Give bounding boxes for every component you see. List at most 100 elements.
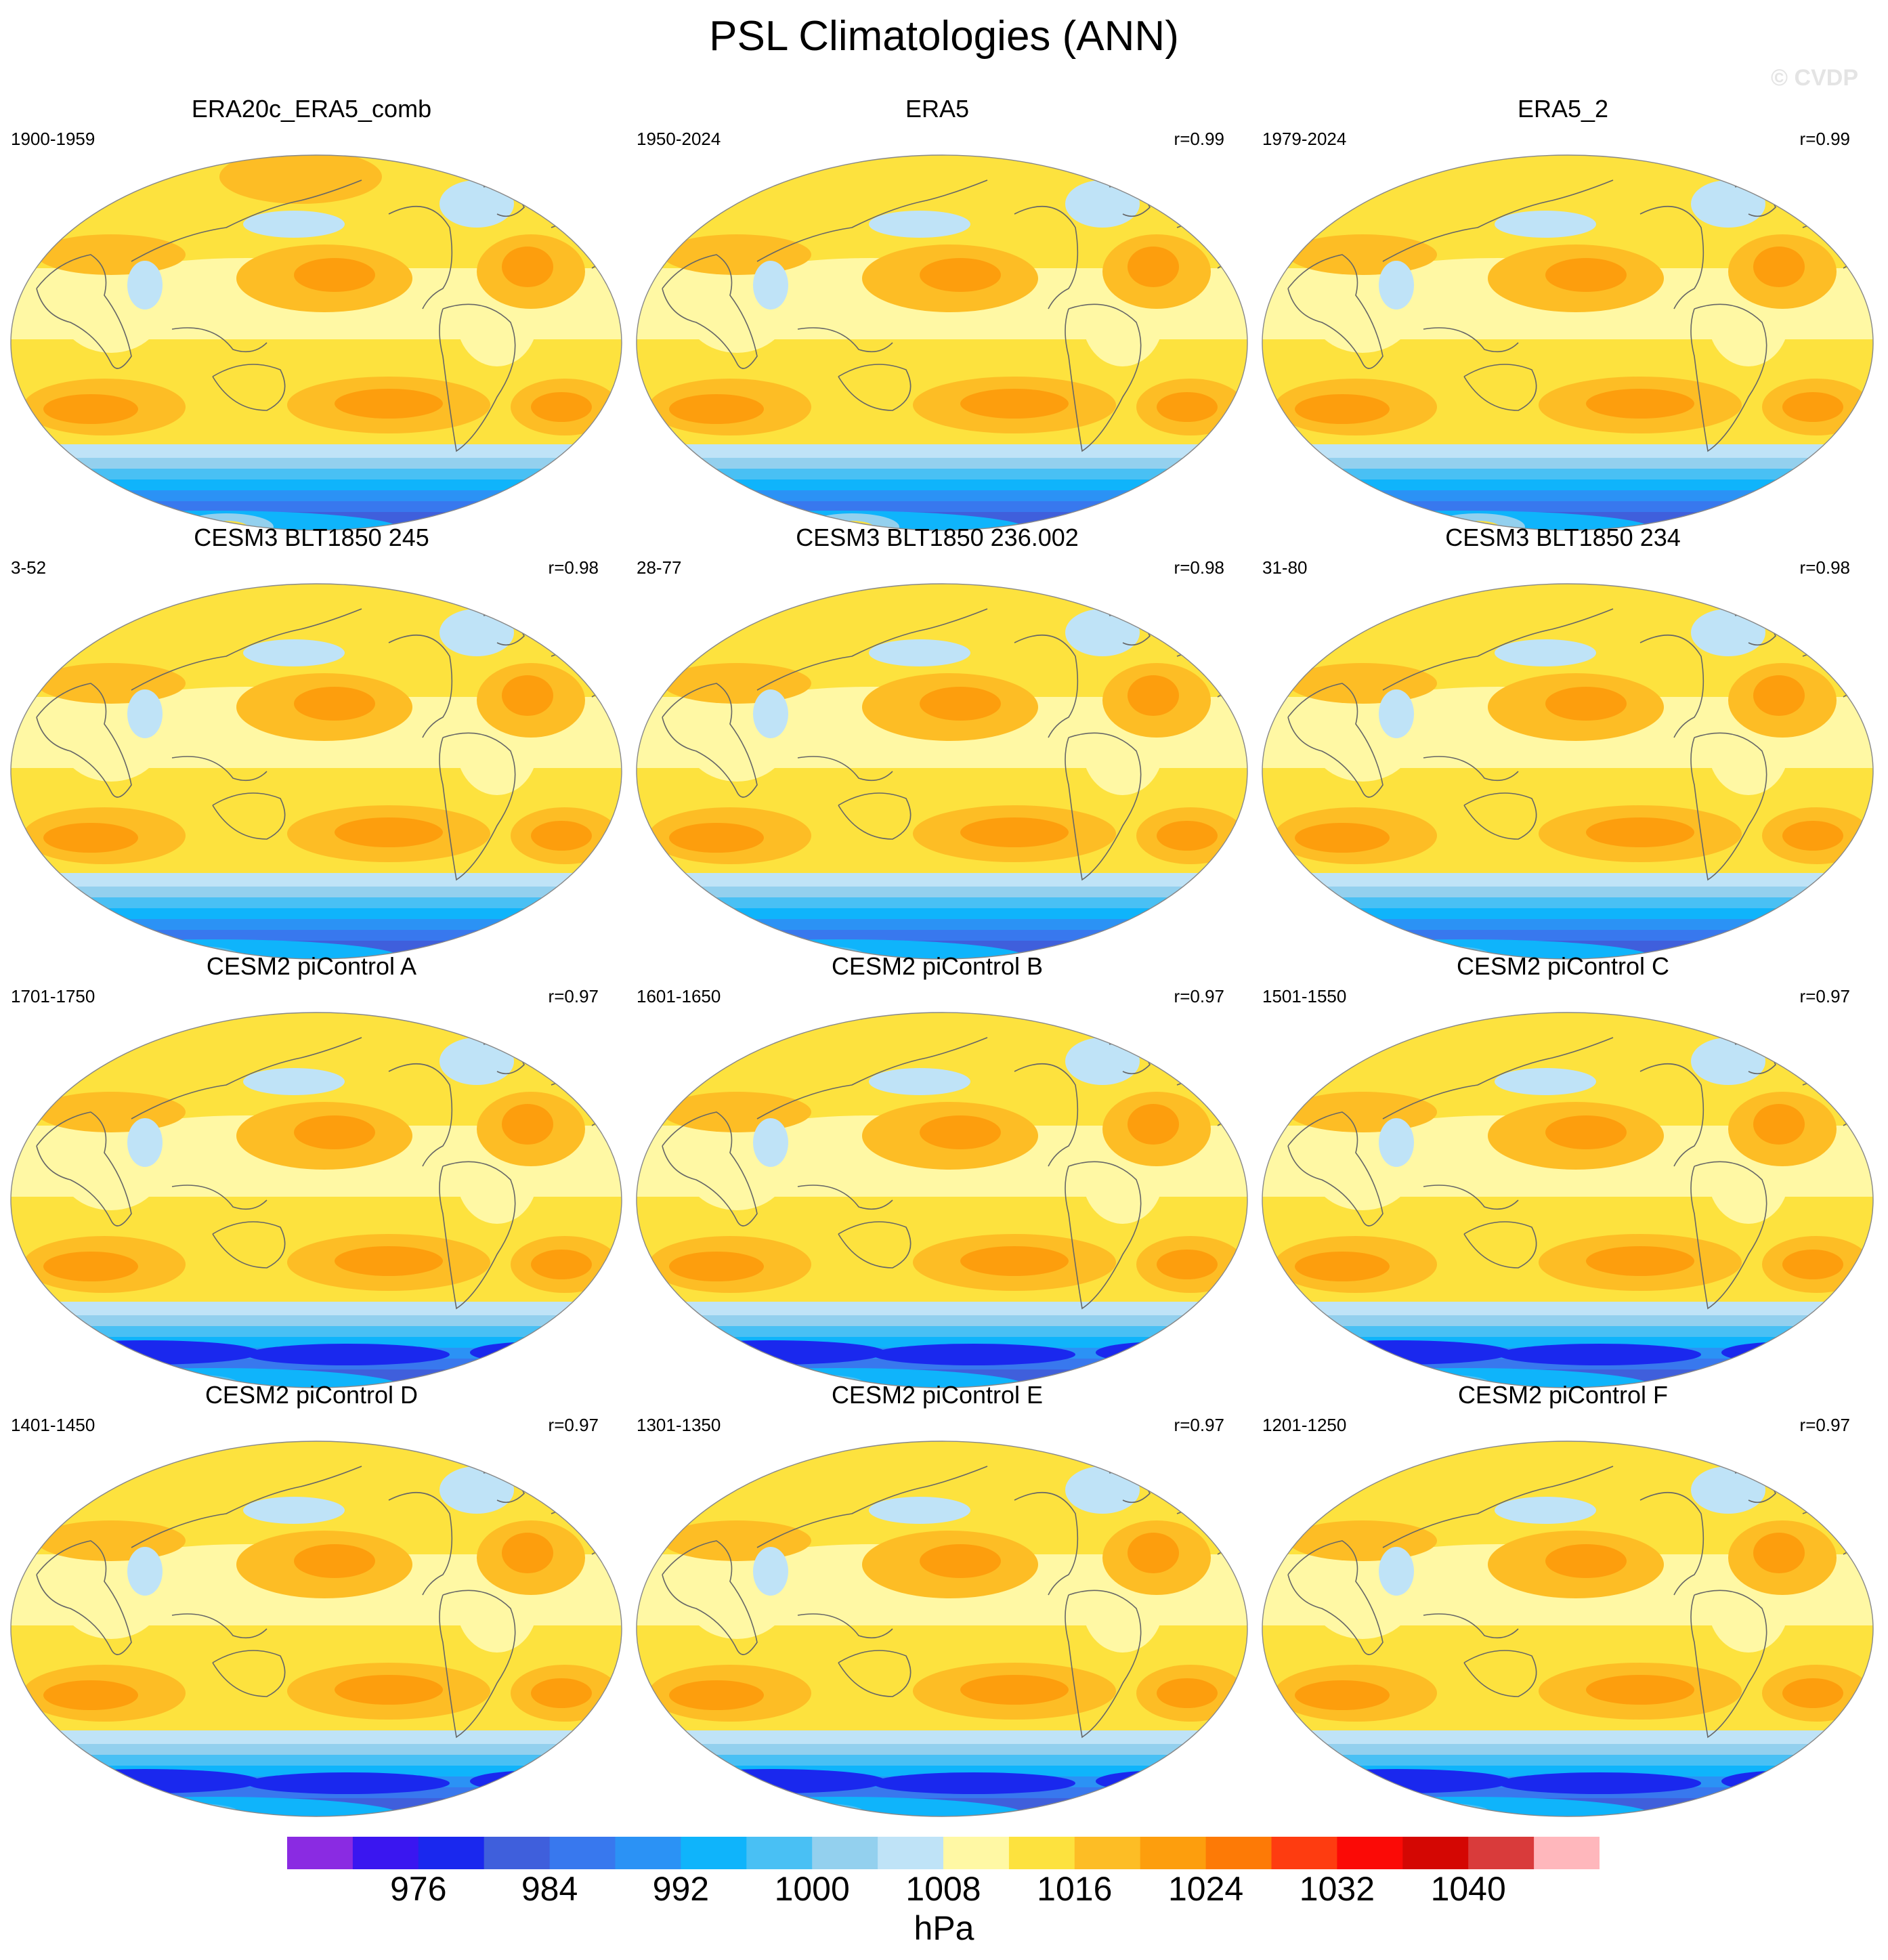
coastlines bbox=[1287, 179, 1858, 452]
field-1020-1024-south-indian bbox=[1295, 1252, 1390, 1281]
coastline-2 bbox=[797, 1613, 893, 1639]
field-southern-trough-0 bbox=[685, 873, 1199, 887]
colorbar-tick-label: 1016 bbox=[1037, 1870, 1113, 1908]
field-1020-1024-north-atlantic bbox=[1128, 675, 1179, 716]
map-panel: ERA5 1950-2024 r=0.99 bbox=[626, 95, 1249, 531]
field-1020-1024-north-atlantic bbox=[1753, 675, 1805, 716]
coastline-4 bbox=[1639, 1063, 1704, 1167]
field-1020-1024-south-indian bbox=[1295, 394, 1390, 424]
field-southern-trough-5 bbox=[1404, 930, 1732, 941]
coastline-0 bbox=[662, 254, 758, 369]
panel-title: CESM3 BLT1850 236.002 bbox=[796, 524, 1079, 551]
map-outline bbox=[1262, 1012, 1874, 1388]
field-deep-low-west bbox=[1281, 1769, 1511, 1793]
coastline-2 bbox=[171, 1185, 267, 1210]
field-1004-1008-aleutian bbox=[1495, 1068, 1596, 1095]
psl-map bbox=[9, 153, 623, 532]
field-southern-trough-2 bbox=[89, 1326, 543, 1337]
field-1004-1008-aleutian bbox=[869, 1068, 970, 1095]
psl-map bbox=[1261, 1010, 1874, 1390]
panel-title: CESM2 piControl E bbox=[831, 1381, 1044, 1409]
panel-title: CESM2 piControl B bbox=[831, 952, 1044, 980]
coastline-0 bbox=[1287, 1111, 1383, 1227]
psl-map-svg bbox=[636, 154, 1248, 531]
coastline-1 bbox=[1382, 1037, 1614, 1120]
colorbar-swatch bbox=[1337, 1837, 1403, 1869]
field-1004-1008-icelandic bbox=[439, 609, 514, 656]
psl-map-svg bbox=[1262, 583, 1874, 960]
panel-period: 1900-1959 bbox=[11, 129, 95, 149]
field-1020-1024-south-pacific bbox=[1586, 1675, 1694, 1705]
field-southern-trough-5 bbox=[778, 501, 1106, 512]
map-panel: CESM2 piControl C 1501-1550 r=0.97 bbox=[1251, 952, 1874, 1388]
field-1020-1024-north-pacific bbox=[294, 687, 375, 721]
coastline-5 bbox=[1065, 732, 1142, 881]
field-1016-1020-siberia bbox=[37, 234, 186, 275]
field-1020-1024-north-pacific bbox=[1545, 258, 1627, 292]
coastline-1 bbox=[131, 608, 362, 691]
panel-title: CESM2 piControl F bbox=[1457, 1381, 1669, 1409]
field-1020-1024-north-atlantic bbox=[1753, 247, 1805, 287]
field-1016-1020-siberia bbox=[662, 1520, 811, 1561]
coastline-4 bbox=[388, 1491, 453, 1596]
colorbar-swatch bbox=[287, 1837, 353, 1869]
field-1004-1008-south-asia bbox=[127, 689, 163, 738]
coastlines bbox=[662, 1466, 1232, 1739]
field-southern-trough-0 bbox=[1310, 1730, 1825, 1744]
coastline-0 bbox=[662, 683, 758, 798]
panel-correlation: r=0.97 bbox=[1174, 986, 1224, 1006]
map-panel: CESM2 piControl A 1701-1750 r=0.97 bbox=[0, 952, 623, 1388]
field-1020-1024-south-atlantic bbox=[1157, 392, 1218, 422]
field-1004-1008-south-asia bbox=[127, 1118, 163, 1167]
psl-map-svg bbox=[10, 583, 622, 960]
field-southern-trough-2 bbox=[715, 897, 1169, 908]
field-1016-1020-siberia bbox=[1288, 663, 1437, 704]
map-outline bbox=[10, 583, 622, 960]
colorbar-swatch bbox=[1534, 1837, 1600, 1869]
field-deep-low-central bbox=[1498, 1344, 1701, 1365]
colorbar-swatch bbox=[812, 1837, 878, 1869]
field-southern-trough-2 bbox=[89, 469, 543, 480]
field-1020-1024-south-pacific bbox=[335, 1675, 443, 1705]
field-1004-1008-icelandic bbox=[1065, 180, 1140, 228]
panel-correlation: r=0.98 bbox=[548, 557, 599, 578]
map-panel: ERA5_2 1979-2024 r=0.99 bbox=[1251, 95, 1874, 531]
field-1020-1024-south-atlantic bbox=[1782, 1250, 1843, 1279]
map-outline bbox=[10, 1012, 622, 1388]
field-southern-trough-5 bbox=[1404, 501, 1732, 512]
field-deep-low-east bbox=[1721, 1770, 1857, 1792]
coastline-5 bbox=[1065, 1161, 1142, 1310]
field-1020-1024-north-atlantic bbox=[1128, 247, 1179, 287]
coastline-3 bbox=[212, 364, 286, 411]
panel-title: CESM3 BLT1850 245 bbox=[194, 524, 429, 551]
panel-period: 1501-1550 bbox=[1262, 986, 1347, 1006]
field-southern-trough-0 bbox=[685, 444, 1199, 458]
field-deep-low-central bbox=[246, 1772, 450, 1794]
field-1020-1024-south-indian bbox=[43, 1252, 138, 1281]
coastline-1 bbox=[756, 179, 988, 262]
psl-map bbox=[635, 582, 1249, 961]
field-1020-1024-south-atlantic bbox=[531, 821, 592, 851]
field-1020-1024-south-pacific bbox=[335, 389, 443, 419]
field-1004-1008-south-asia bbox=[1379, 689, 1414, 738]
field-southern-trough-1 bbox=[1326, 1315, 1809, 1326]
field-1004-1008-aleutian bbox=[243, 1497, 345, 1524]
coastline-4 bbox=[1639, 1491, 1704, 1596]
field-deep-low-central bbox=[1498, 1772, 1701, 1794]
map-panel: CESM3 BLT1850 245 3-52 r=0.98 bbox=[0, 524, 623, 960]
colorbar-tick-label: 984 bbox=[521, 1870, 578, 1908]
field-southern-trough-2 bbox=[1341, 1755, 1795, 1766]
field-1004-1008-icelandic bbox=[1691, 180, 1765, 228]
colorbar-tick-label: 1024 bbox=[1167, 1870, 1244, 1908]
field-1020-1024-south-atlantic bbox=[1782, 821, 1843, 851]
panel-title: CESM2 piControl C bbox=[1456, 952, 1670, 980]
psl-map-svg bbox=[10, 154, 622, 531]
field-1004-1008-south-asia bbox=[1379, 261, 1414, 310]
psl-map-svg bbox=[636, 583, 1248, 960]
coastline-1 bbox=[1382, 179, 1614, 262]
page-title: PSL Climatologies (ANN) bbox=[709, 13, 1179, 60]
field-southern-trough-0 bbox=[685, 1302, 1199, 1315]
field-1004-1008-aleutian bbox=[243, 1068, 345, 1095]
field-southern-trough-3 bbox=[733, 908, 1151, 919]
field-1020-1024-north-pacific bbox=[920, 1115, 1001, 1149]
